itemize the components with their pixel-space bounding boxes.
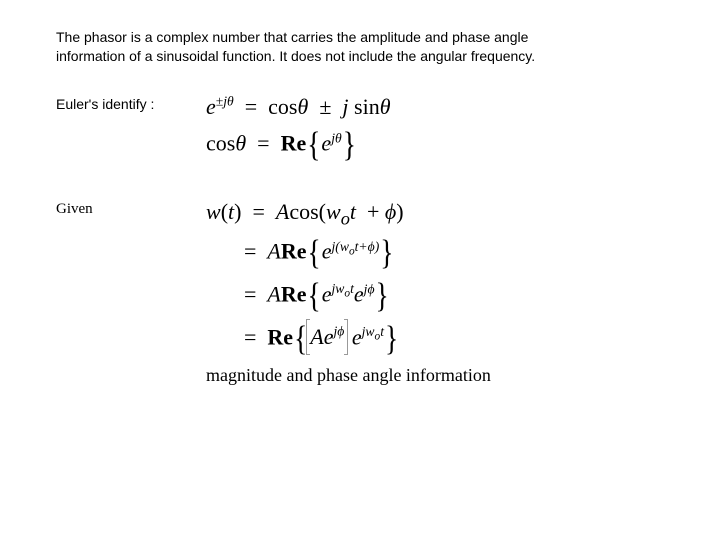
intro-line-2: information of a sinusoidal function. It… xyxy=(56,48,535,64)
given-math: w(t) = Acos(wot + ϕ) = ARe{ej(wot+ϕ)} = … xyxy=(206,195,491,391)
intro-text: The phasor is a complex number that carr… xyxy=(56,28,664,66)
boxed-phasor: Aejϕ xyxy=(308,320,346,354)
given-line-2: = ARe{ej(wot+ϕ)} xyxy=(206,232,491,275)
given-line-1: w(t) = Acos(wot + ϕ) xyxy=(206,195,491,233)
given-label: Given xyxy=(56,195,206,218)
euler-eq-2: cosθ = Re{ejθ} xyxy=(206,124,391,167)
given-line-4: = Re{Aejϕ ejwot} xyxy=(206,318,491,361)
euler-math: e±jθ = cosθ ± j sinθ cosθ = Re{ejθ} xyxy=(206,90,391,167)
euler-row: Euler's identify : e±jθ = cosθ ± j sinθ … xyxy=(56,90,664,167)
euler-label: Euler's identify : xyxy=(56,90,206,112)
given-line-3: = ARe{ejwotejϕ} xyxy=(206,275,491,318)
intro-line-1: The phasor is a complex number that carr… xyxy=(56,29,528,45)
phasor-caption: magnitude and phase angle information xyxy=(206,362,491,390)
given-row: Given w(t) = Acos(wot + ϕ) = ARe{ej(wot+… xyxy=(56,195,664,391)
euler-eq-1: e±jθ = cosθ ± j sinθ xyxy=(206,90,391,124)
